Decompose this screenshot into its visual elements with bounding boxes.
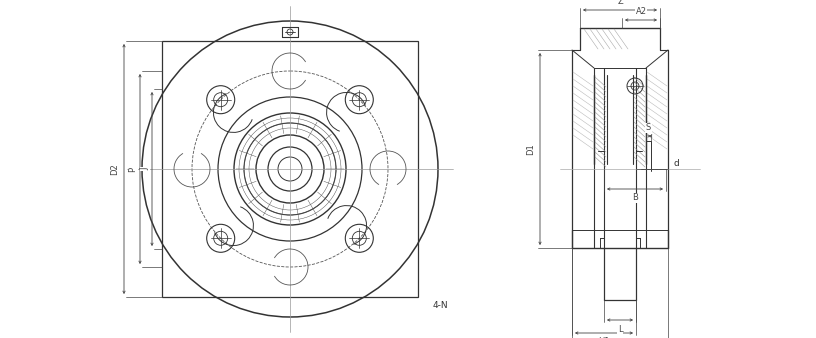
Bar xyxy=(162,41,418,297)
Text: J: J xyxy=(140,168,149,170)
Text: D1: D1 xyxy=(526,143,535,155)
Text: L: L xyxy=(618,324,623,334)
Text: Z: Z xyxy=(617,0,623,5)
Text: d: d xyxy=(673,160,679,169)
Text: B: B xyxy=(632,193,638,202)
Text: A2: A2 xyxy=(636,7,646,17)
Text: D2: D2 xyxy=(110,163,119,175)
Text: 4-N: 4-N xyxy=(432,300,448,310)
Text: P: P xyxy=(128,166,138,172)
Text: S: S xyxy=(646,123,651,132)
